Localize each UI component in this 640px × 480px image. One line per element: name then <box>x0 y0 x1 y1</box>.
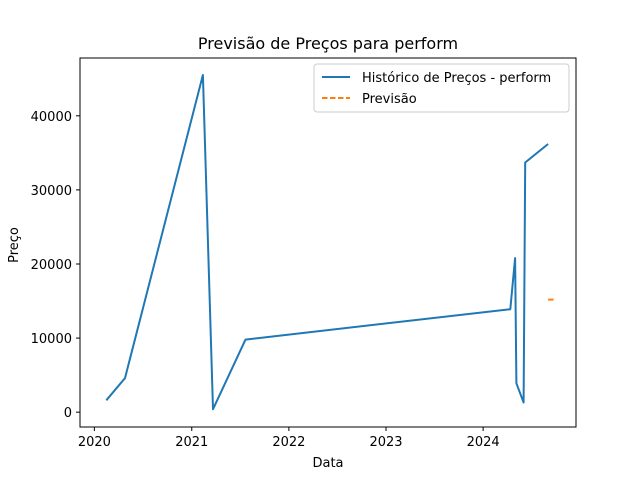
y-axis-label: Preço <box>7 227 22 263</box>
legend-forecast-label: Previsão <box>362 92 417 107</box>
x-tick-label: 2023 <box>369 435 402 450</box>
y-tick-label: 0 <box>64 406 72 421</box>
legend-box <box>313 63 570 113</box>
y-tick-label: 20000 <box>31 258 72 273</box>
plot-frame <box>79 57 577 428</box>
x-tick-label: 2020 <box>78 435 111 450</box>
legend: Histórico de Preços - perform Previsão <box>313 63 570 113</box>
x-tick-label: 2021 <box>175 435 208 450</box>
x-tick-label: 2024 <box>467 435 500 450</box>
legend-history-label: Histórico de Preços - perform <box>362 71 551 86</box>
y-tick-label: 30000 <box>31 184 72 199</box>
chart-title: Previsão de Preços para perform <box>198 34 458 53</box>
plot-area: 2020 2021 2022 2023 2024 0 10000 20000 30000 4000… <box>31 57 577 450</box>
y-tick-label: 40000 <box>31 110 72 125</box>
history-line <box>105 74 549 411</box>
y-tick-label: 10000 <box>31 332 72 347</box>
x-axis-label: Data <box>312 456 343 471</box>
x-tick-label: 2022 <box>272 435 305 450</box>
